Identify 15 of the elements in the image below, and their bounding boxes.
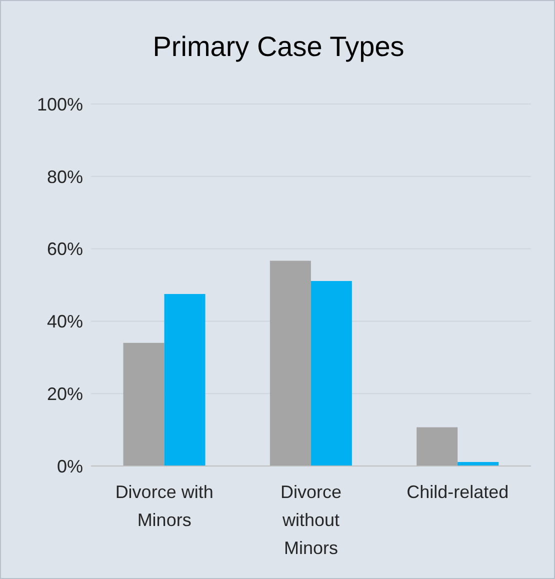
bar: [270, 260, 311, 466]
bar: [123, 342, 164, 466]
x-tick-label: Divorce without Minors: [280, 482, 342, 558]
x-tick-label: Child-related: [406, 482, 509, 502]
y-tick-label: 80%: [46, 166, 83, 187]
y-tick-label: 20%: [46, 384, 83, 404]
bar: [416, 427, 458, 466]
bar: [164, 294, 206, 466]
x-tick-label: Divorce with Minors: [115, 482, 214, 530]
bar: [310, 281, 352, 466]
y-tick-label: 100%: [36, 94, 83, 114]
y-tick-label: 60%: [46, 239, 83, 260]
y-tick-label: 0%: [56, 456, 83, 476]
y-tick-label: 40%: [46, 312, 83, 332]
chart-title: Primary Case Types: [152, 31, 406, 63]
